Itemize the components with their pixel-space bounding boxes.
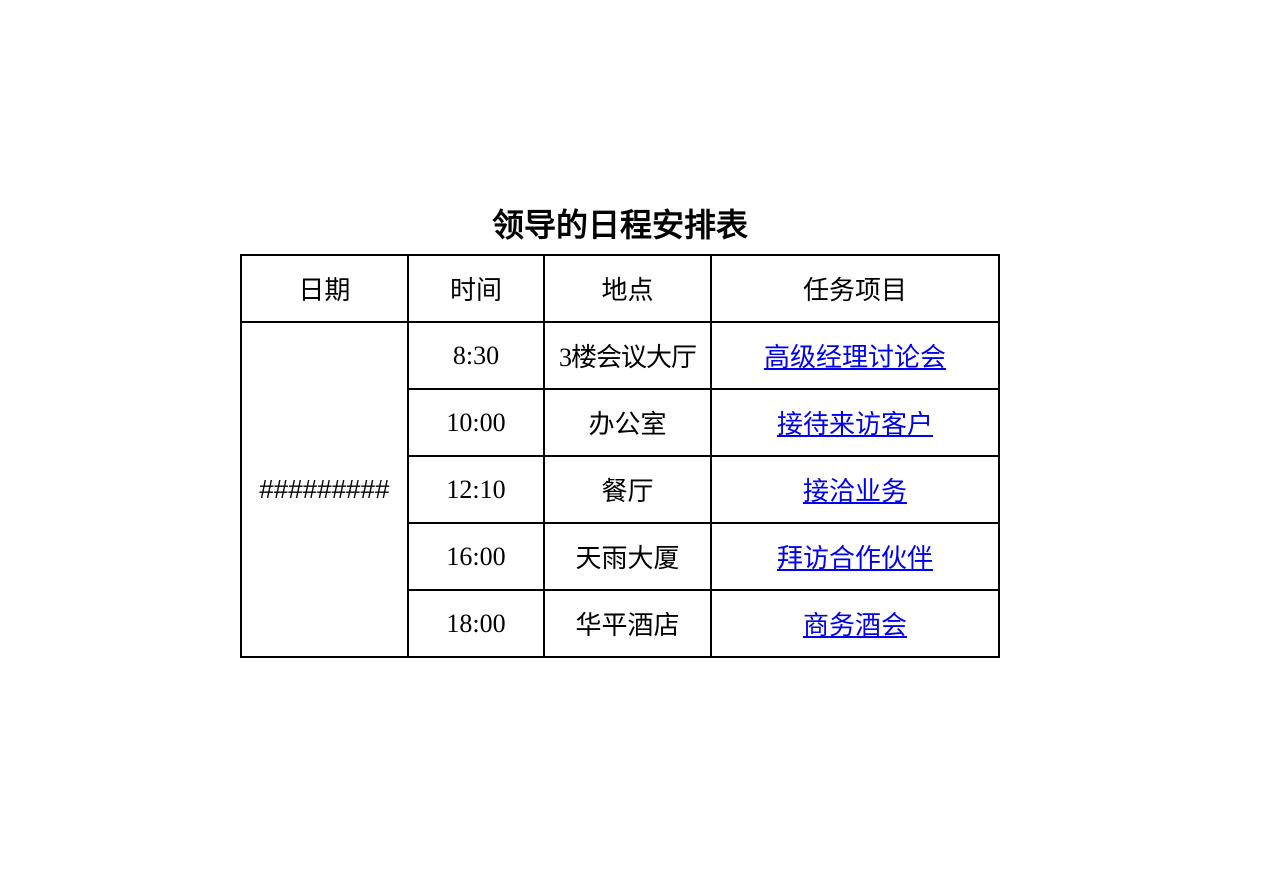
schedule-table: 日期 时间 地点 任务项目 ######### 8:30 3楼会议大厅 高级经理…: [240, 254, 1000, 658]
table-header-row: 日期 时间 地点 任务项目: [241, 255, 999, 322]
page-title: 领导的日程安排表: [240, 200, 1000, 246]
task-link[interactable]: 接洽业务: [803, 477, 907, 506]
task-link[interactable]: 接待来访客户: [777, 410, 933, 439]
task-cell: 接待来访客户: [711, 389, 999, 456]
time-cell: 10:00: [408, 389, 544, 456]
header-date: 日期: [241, 255, 408, 322]
time-cell: 8:30: [408, 322, 544, 389]
task-cell: 拜访合作伙伴: [711, 523, 999, 590]
table-row: ######### 8:30 3楼会议大厅 高级经理讨论会: [241, 322, 999, 389]
time-cell: 12:10: [408, 456, 544, 523]
time-cell: 18:00: [408, 590, 544, 657]
place-cell: 天雨大厦: [544, 523, 711, 590]
header-time: 时间: [408, 255, 544, 322]
header-task: 任务项目: [711, 255, 999, 322]
place-cell: 办公室: [544, 389, 711, 456]
place-cell: 3楼会议大厅: [544, 322, 711, 389]
date-cell: #########: [241, 322, 408, 657]
place-cell: 华平酒店: [544, 590, 711, 657]
task-link[interactable]: 高级经理讨论会: [764, 343, 946, 372]
task-cell: 高级经理讨论会: [711, 322, 999, 389]
schedule-container: 领导的日程安排表 日期 时间 地点 任务项目 ######### 8:30 3楼…: [240, 200, 1000, 658]
header-place: 地点: [544, 255, 711, 322]
place-cell: 餐厅: [544, 456, 711, 523]
task-cell: 商务酒会: [711, 590, 999, 657]
task-link[interactable]: 商务酒会: [803, 611, 907, 640]
task-cell: 接洽业务: [711, 456, 999, 523]
time-cell: 16:00: [408, 523, 544, 590]
task-link[interactable]: 拜访合作伙伴: [777, 544, 933, 573]
